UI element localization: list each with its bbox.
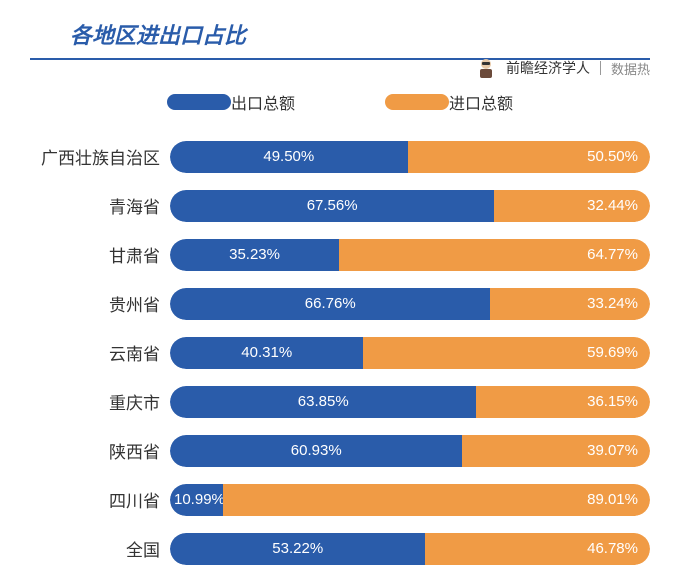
bar-value-import: 33.24% <box>587 295 638 312</box>
bar-value-export: 60.93% <box>291 442 342 459</box>
legend-swatch-export <box>167 94 231 110</box>
bar-value-export: 40.31% <box>241 344 292 361</box>
bar-row: 全国 53.22% 46.78% <box>0 524 650 573</box>
bar-value-import: 89.01% <box>587 491 638 508</box>
bar-segment-export: 53.22% <box>170 533 425 565</box>
region-label: 广西壮族自治区 <box>0 144 170 169</box>
title-area: 各地区进出口占比 <box>30 0 650 60</box>
bar-segment-import: 59.69% <box>363 337 650 369</box>
bar-segment-import: 46.78% <box>425 533 650 565</box>
bar-value-import: 59.69% <box>587 344 638 361</box>
stacked-bar: 53.22% 46.78% <box>170 533 650 565</box>
region-label: 陕西省 <box>0 438 170 463</box>
legend-item-import: 进口总额 <box>385 90 513 114</box>
bar-segment-export: 49.50% <box>170 141 408 173</box>
bar-row: 青海省 67.56% 32.44% <box>0 181 650 230</box>
stacked-bar: 40.31% 59.69% <box>170 337 650 369</box>
legend-item-export: 出口总额 <box>167 90 295 114</box>
bar-row: 贵州省 66.76% 33.24% <box>0 279 650 328</box>
bar-value-import: 64.77% <box>587 246 638 263</box>
stacked-bar: 49.50% 50.50% <box>170 141 650 173</box>
source-primary: 前瞻经济学人 <box>506 58 590 78</box>
bar-segment-import: 32.44% <box>494 190 650 222</box>
stacked-bar: 66.76% 33.24% <box>170 288 650 320</box>
bar-segment-export: 40.31% <box>170 337 363 369</box>
bar-segment-export: 60.93% <box>170 435 462 467</box>
bar-row: 广西壮族自治区 49.50% 50.50% <box>0 132 650 181</box>
bar-segment-export: 67.56% <box>170 190 494 222</box>
bar-segment-export: 66.76% <box>170 288 490 320</box>
region-label: 重庆市 <box>0 389 170 414</box>
chart-area: 广西壮族自治区49.50%50.50%青海省67.56%32.44%甘肃省35.… <box>0 132 680 573</box>
bar-segment-import: 39.07% <box>462 435 650 467</box>
source-separator <box>600 61 601 75</box>
bar-segment-import: 36.15% <box>476 386 650 418</box>
region-label: 贵州省 <box>0 291 170 316</box>
bar-segment-import: 89.01% <box>223 484 650 516</box>
legend: 出口总额 进口总额 <box>0 90 680 114</box>
chart-title: 各地区进出口占比 <box>70 18 650 50</box>
stacked-bar: 63.85% 36.15% <box>170 386 650 418</box>
bar-value-export: 10.99% <box>174 491 225 508</box>
region-label: 全国 <box>0 536 170 561</box>
region-label: 云南省 <box>0 340 170 365</box>
bar-row: 云南省 40.31% 59.69% <box>0 328 650 377</box>
source-credit: 前瞻经济学人 数据热 <box>472 56 650 80</box>
bar-segment-import: 50.50% <box>408 141 650 173</box>
source-secondary: 数据热 <box>611 59 650 78</box>
bar-value-export: 66.76% <box>305 295 356 312</box>
bar-segment-export: 63.85% <box>170 386 476 418</box>
bar-row: 陕西省 60.93% 39.07% <box>0 426 650 475</box>
bar-segment-export: 10.99% <box>170 484 223 516</box>
stacked-bar: 35.23% 64.77% <box>170 239 650 271</box>
bar-row: 四川省10.99% 89.01% <box>0 475 650 524</box>
bar-row: 重庆市 63.85% 36.15% <box>0 377 650 426</box>
bar-value-export: 67.56% <box>307 197 358 214</box>
bar-segment-import: 33.24% <box>490 288 650 320</box>
region-label: 四川省 <box>0 487 170 512</box>
legend-label-export: 出口总额 <box>231 90 295 114</box>
bar-value-export: 63.85% <box>298 393 349 410</box>
bar-value-import: 50.50% <box>587 148 638 165</box>
bar-value-export: 53.22% <box>272 540 323 557</box>
region-label: 青海省 <box>0 193 170 218</box>
region-label: 甘肃省 <box>0 242 170 267</box>
avatar-icon <box>472 56 500 80</box>
bar-row: 甘肃省 35.23% 64.77% <box>0 230 650 279</box>
bar-value-import: 46.78% <box>587 540 638 557</box>
stacked-bar: 67.56% 32.44% <box>170 190 650 222</box>
bar-value-import: 32.44% <box>587 197 638 214</box>
legend-swatch-import <box>385 94 449 110</box>
stacked-bar: 10.99% 89.01% <box>170 484 650 516</box>
bar-value-export: 49.50% <box>263 148 314 165</box>
bar-value-import: 39.07% <box>587 442 638 459</box>
bar-segment-import: 64.77% <box>339 239 650 271</box>
legend-label-import: 进口总额 <box>449 90 513 114</box>
stacked-bar: 60.93% 39.07% <box>170 435 650 467</box>
bar-segment-export: 35.23% <box>170 239 339 271</box>
bar-value-export: 35.23% <box>229 246 280 263</box>
bar-value-import: 36.15% <box>587 393 638 410</box>
